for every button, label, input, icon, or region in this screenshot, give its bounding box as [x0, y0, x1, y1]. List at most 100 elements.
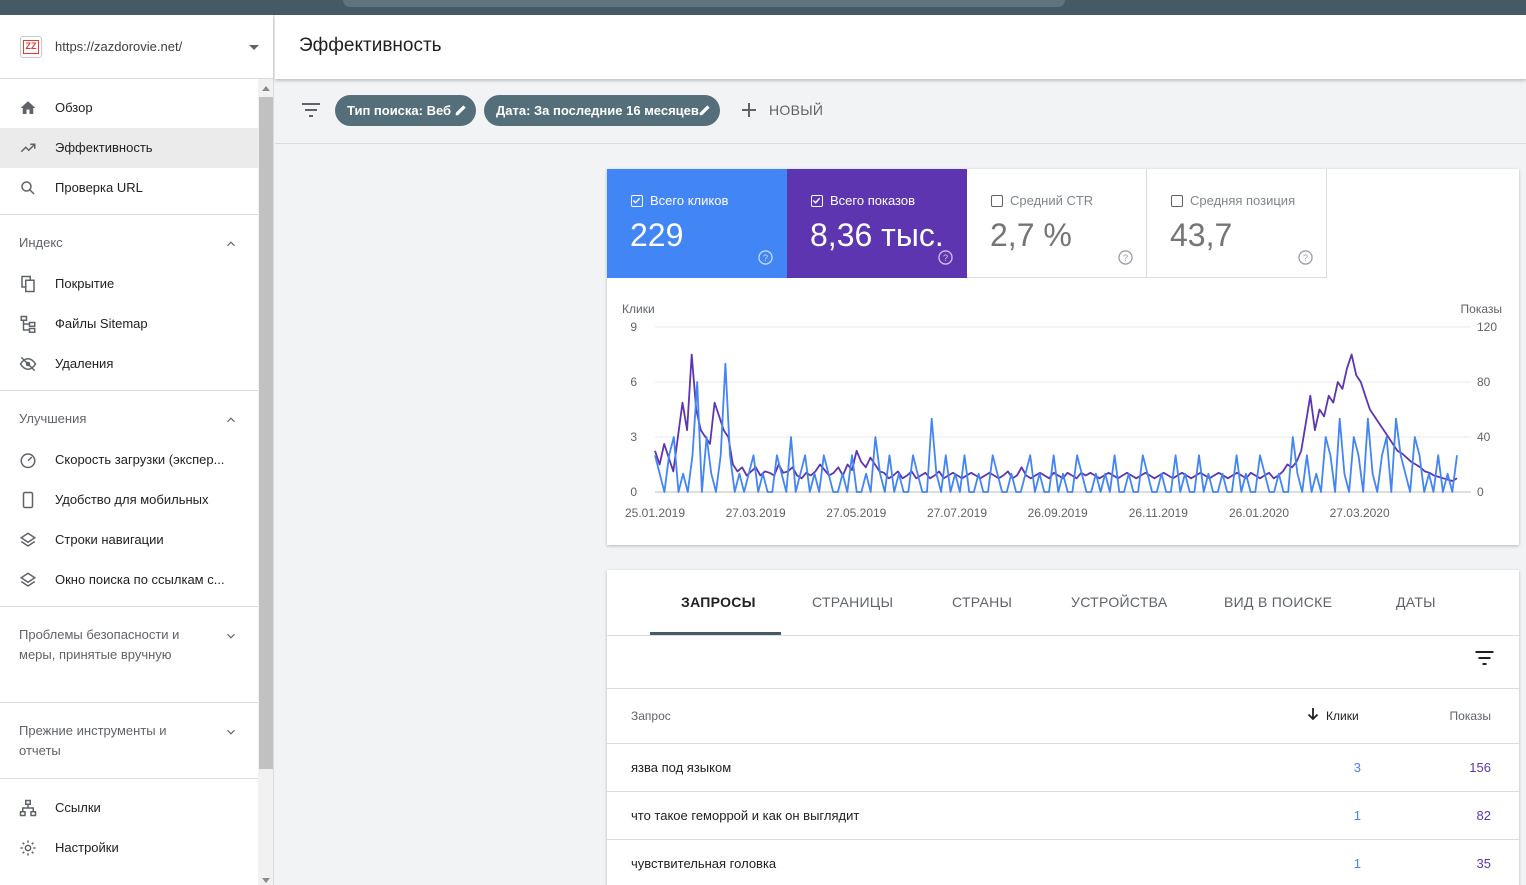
arrow-down-icon — [1307, 708, 1319, 721]
help-icon[interactable]: ? — [938, 250, 953, 265]
site-favicon: ZZ — [20, 36, 42, 58]
metric-average-ctr[interactable]: Средний CTR 2,7 % ? — [967, 169, 1147, 278]
sidebar-item-sitemaps[interactable]: Файлы Sitemap — [0, 304, 258, 344]
property-selector[interactable]: ZZ https://zazdorovie.net/ — [0, 15, 273, 79]
browser-top-bar — [0, 0, 1526, 15]
search-icon — [21, 181, 35, 195]
scroll-up-arrow-icon[interactable] — [262, 86, 270, 91]
sidebar-item-url-inspection[interactable]: Проверка URL — [0, 168, 258, 208]
scroll-down-arrow-icon[interactable] — [262, 878, 270, 883]
right-tick-label: 40 — [1477, 430, 1491, 444]
divider — [0, 778, 258, 779]
metric-total-impressions[interactable]: Всего показов 8,36 тыс. ? — [787, 169, 967, 278]
sidebar-item-links[interactable]: Ссылки — [0, 788, 258, 828]
sidebar-item-mobile[interactable]: Удобство для мобильных — [0, 480, 258, 520]
x-tick-label: 26.01.2020 — [1229, 506, 1289, 520]
edit-pencil-icon[interactable] — [698, 103, 712, 117]
sidebar-item-removals[interactable]: Удаления — [0, 344, 258, 384]
metric-total-clicks[interactable]: Всего кликов 229 ? — [607, 169, 787, 278]
performance-chart-card: Всего кликов 229 ? Всего показов 8,36 ты… — [607, 169, 1519, 545]
x-tick-label: 26.11.2019 — [1129, 506, 1188, 520]
table-filter-icon[interactable] — [1475, 651, 1494, 665]
column-header-clicks[interactable]: Клики — [1307, 707, 1367, 723]
section-legacy[interactable]: Прежние инструменты и отчеты — [19, 723, 167, 758]
tab-queries[interactable]: ЗАПРОСЫ — [681, 594, 756, 610]
sidebar-item-performance[interactable]: Эффективность — [0, 128, 258, 168]
section-security[interactable]: Проблемы безопасности и меры, принятые в… — [19, 627, 180, 662]
checkbox-unchecked[interactable] — [991, 195, 1003, 207]
chevron-up-icon[interactable] — [224, 237, 238, 251]
x-tick-label: 26.09.2019 — [1028, 506, 1088, 520]
gear-icon — [20, 840, 36, 856]
table-header: Запрос Клики Показы — [607, 688, 1519, 744]
sidebar-item-overview[interactable]: Обзор — [0, 88, 258, 128]
x-tick-label: 25.01.2019 — [625, 506, 685, 520]
sidebar-item-coverage[interactable]: Покрытие — [0, 264, 258, 304]
filter-bar: Тип поиска: Веб Дата: За последние 16 ме… — [275, 80, 1526, 144]
divider — [0, 214, 258, 215]
x-tick-label: 27.07.2019 — [927, 506, 987, 520]
svg-text:?: ? — [763, 253, 768, 263]
page-header: Эффективность — [275, 15, 1526, 79]
visibility-off-icon — [19, 356, 37, 372]
help-icon[interactable]: ? — [1298, 250, 1313, 265]
divider — [0, 390, 258, 391]
sidebar-scrollbar-thumb[interactable] — [259, 97, 273, 769]
address-bar[interactable] — [343, 0, 1065, 7]
sidebar-item-settings[interactable]: Настройки — [0, 828, 258, 868]
smartphone-icon — [22, 491, 34, 509]
tab-devices[interactable]: УСТРОЙСТВА — [1071, 594, 1168, 610]
help-icon[interactable]: ? — [1118, 250, 1133, 265]
chevron-up-icon[interactable] — [224, 413, 238, 427]
trending-up-icon — [20, 143, 36, 153]
performance-line-chart[interactable]: 9 120 6 80 3 40 0 0 Клики Показы 25.01.2019 27.03.2… — [607, 278, 1519, 545]
column-header-impressions[interactable]: Показы — [1449, 709, 1491, 723]
filter-icon[interactable] — [302, 103, 320, 117]
x-tick-label: 27.03.2019 — [726, 506, 786, 520]
dimension-tabs: ЗАПРОСЫ СТРАНИЦЫ СТРАНЫ УСТРОЙСТВА ВИД В… — [607, 570, 1519, 636]
search-type-filter-chip[interactable]: Тип поиска: Веб — [335, 95, 476, 126]
tab-dates[interactable]: ДАТЫ — [1396, 594, 1436, 610]
svg-text:?: ? — [943, 253, 948, 263]
queries-table-card: ЗАПРОСЫ СТРАНИЦЫ СТРАНЫ УСТРОЙСТВА ВИД В… — [607, 570, 1519, 885]
active-tab-indicator — [650, 632, 781, 635]
checkbox-checked[interactable] — [631, 195, 643, 207]
help-icon[interactable]: ? — [758, 250, 773, 265]
copy-pages-icon — [21, 275, 35, 293]
svg-text:?: ? — [1123, 253, 1128, 263]
svg-text:?: ? — [1303, 253, 1308, 263]
right-axis-label: Показы — [1461, 302, 1502, 316]
chevron-down-icon[interactable] — [224, 629, 238, 643]
checkbox-unchecked[interactable] — [1171, 195, 1183, 207]
sidebar-item-speed[interactable]: Скорость загрузки (экспер... — [0, 440, 258, 480]
chevron-down-icon[interactable] — [224, 725, 238, 739]
tab-countries[interactable]: СТРАНЫ — [952, 594, 1013, 610]
property-url: https://zazdorovie.net/ — [55, 39, 183, 54]
table-row[interactable]: чувствительная головка 1 35 — [607, 840, 1519, 885]
section-index[interactable]: Индекс — [19, 235, 63, 250]
tab-search-appearance[interactable]: ВИД В ПОИСКЕ — [1224, 594, 1333, 610]
left-tick-label: 6 — [630, 375, 637, 389]
divider — [0, 606, 258, 607]
layers-icon — [19, 532, 37, 547]
edit-pencil-icon[interactable] — [454, 103, 468, 117]
layers-icon — [19, 572, 37, 587]
plus-icon — [742, 103, 756, 117]
tab-pages[interactable]: СТРАНИЦЫ — [812, 594, 894, 610]
metric-average-position[interactable]: Средняя позиция 43,7 ? — [1147, 169, 1327, 278]
right-tick-label: 80 — [1477, 375, 1491, 389]
checkbox-checked[interactable] — [811, 195, 823, 207]
left-tick-label: 9 — [630, 320, 637, 334]
dropdown-caret-icon[interactable] — [249, 45, 259, 50]
section-enhancements[interactable]: Улучшения — [19, 411, 87, 426]
home-icon — [20, 101, 36, 114]
table-row[interactable]: что такое геморрой и как он выглядит 1 8… — [607, 792, 1519, 840]
sidebar-item-breadcrumbs[interactable]: Строки навигации — [0, 520, 258, 560]
series-line-clicks — [654, 362, 1458, 493]
sidebar-item-sitelinks-search[interactable]: Окно поиска по ссылкам с... — [0, 560, 258, 600]
date-filter-chip[interactable]: Дата: За последние 16 месяцев — [484, 95, 720, 126]
right-tick-label: 120 — [1477, 320, 1497, 334]
left-axis-label: Клики — [622, 302, 655, 316]
column-header-query[interactable]: Запрос — [631, 709, 671, 723]
table-row[interactable]: язва под языком 3 156 — [607, 744, 1519, 792]
